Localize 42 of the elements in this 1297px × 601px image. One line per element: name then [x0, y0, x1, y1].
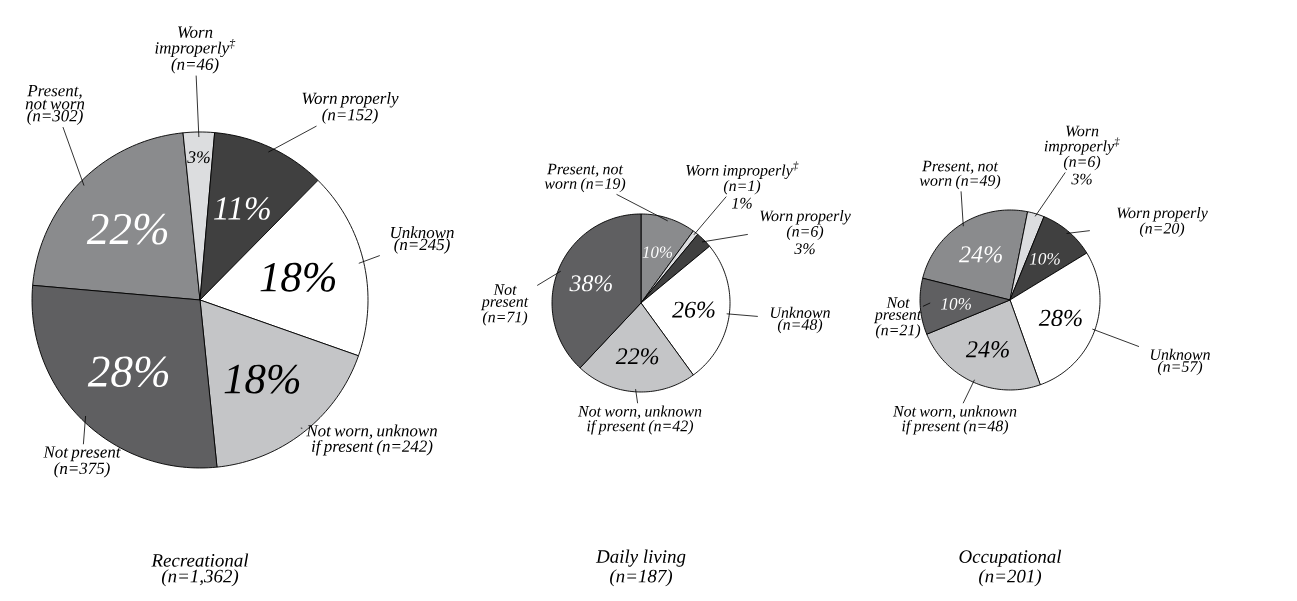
slice-label: Present, not worn (n=19): [544, 163, 626, 193]
category-label: Worn improperly$^{‡}$ (n=1): [686, 161, 799, 195]
slice-label: Present, not worn (n=302): [25, 85, 85, 125]
slice-label: Worn improperly$^{‡}$ (n=46): [155, 26, 236, 74]
data-label: 11%: [214, 197, 270, 220]
data-label: 1%: [731, 197, 752, 209]
data-label: 3%: [1071, 173, 1092, 185]
text: (n=187): [610, 569, 673, 587]
data-label: 18%: [260, 262, 336, 292]
slice-label: Not present (n=21): [873, 297, 922, 339]
data-label: 24%: [958, 246, 1002, 263]
data-label: 24%: [965, 341, 1009, 358]
data-label: 28%: [87, 356, 169, 388]
data-label: 22%: [615, 348, 659, 365]
slice-label: Not worn, unknown if present (n=42): [577, 405, 702, 435]
text: Daily living: [595, 549, 686, 567]
data-label: 18%: [224, 364, 300, 394]
text: Occupational: [959, 549, 1062, 567]
text: (n=1,362): [161, 569, 239, 587]
text: Recreational: [151, 553, 249, 567]
slice-label: Not worn, unknown if present (n=48): [892, 405, 1017, 435]
data-label: 3%: [794, 243, 815, 255]
category-label: Worn improperly$^{‡}$ (n=6): [1044, 125, 1120, 171]
slice-label: Worn properly (n=6): [760, 210, 851, 240]
data-label: 10%: [940, 298, 971, 310]
slice-label: Not worn, unknown if present (n=242): [306, 424, 437, 456]
data-label: 28%: [1038, 309, 1082, 327]
data-label: 10%: [642, 246, 673, 258]
data-label: 3%: [187, 151, 210, 164]
slice-label: Not present (n=375): [43, 446, 121, 478]
slice-label: Unknown (n=57): [1150, 348, 1210, 376]
data-label: 22%: [86, 213, 168, 245]
data-label: 38%: [569, 275, 612, 292]
data-label: 10%: [1029, 252, 1060, 265]
data-label: 26%: [672, 301, 715, 318]
slice-label: Unknown (n=48): [770, 306, 830, 334]
slice-label: Present, not worn (n=49): [919, 160, 1001, 190]
slice-label: Worn properly (n=152): [302, 92, 399, 124]
slice-label: Unknown (n=245): [391, 226, 454, 254]
legend-label: Worn properly (n=20): [1117, 207, 1208, 237]
slice-label: Not present (n=71): [480, 284, 529, 326]
text: (n=201): [979, 569, 1042, 587]
